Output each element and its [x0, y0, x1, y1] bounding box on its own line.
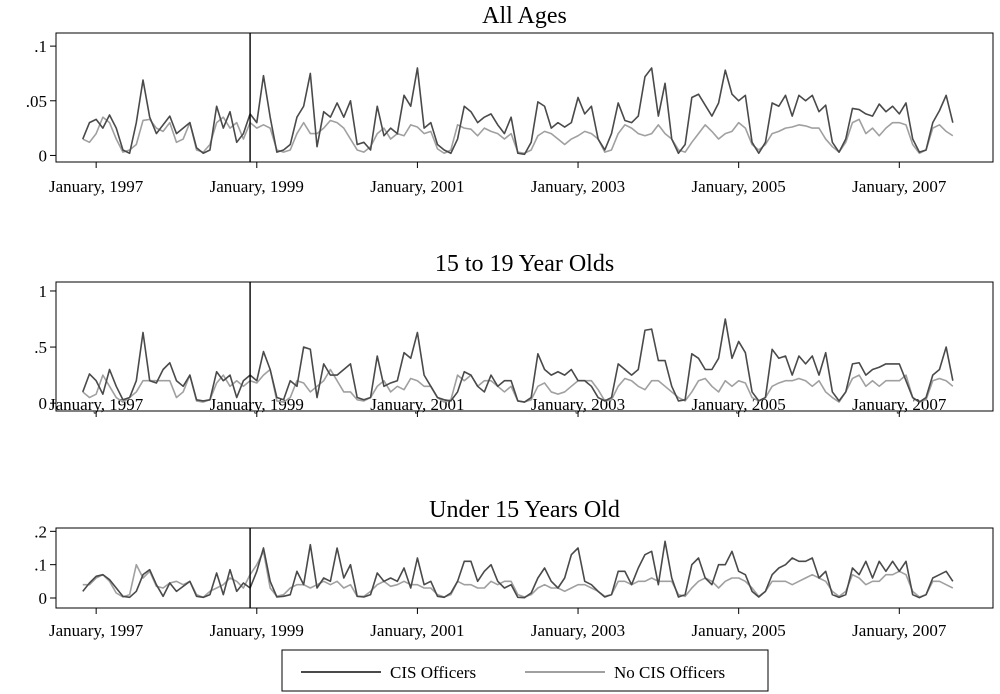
panel-title-under-15: Under 15 Years Old	[429, 497, 620, 523]
y-tick-label-all-ages: 0	[39, 146, 48, 165]
plot-frame-15-to-19	[55, 281, 994, 412]
x-tick-label-under-15: January, 2005	[692, 621, 786, 640]
y-tick-label-15-to-19: .5	[34, 338, 47, 357]
panel-title-15-to-19: 15 to 19 Year Olds	[435, 251, 614, 277]
legend-label-no-cis: No CIS Officers	[614, 663, 725, 682]
series-line-cis-15-to-19	[82, 318, 954, 403]
x-tick-label-all-ages: January, 2007	[852, 177, 947, 196]
y-tick-label-under-15: .2	[34, 522, 47, 541]
x-tick-label-under-15: January, 2001	[370, 621, 464, 640]
x-tick-label-all-ages: January, 2001	[370, 177, 464, 196]
x-tick-label-all-ages: January, 1999	[210, 177, 304, 196]
y-tick-label-all-ages: .05	[26, 92, 47, 111]
y-tick-label-all-ages: .1	[34, 37, 47, 56]
x-tick-label-under-15: January, 2007	[852, 621, 947, 640]
x-tick-label-under-15: January, 1999	[210, 621, 304, 640]
x-tick-label-15-to-19: January, 2001	[370, 395, 464, 414]
y-tick-label-15-to-19: 0	[39, 394, 48, 413]
x-tick-label-under-15: January, 2003	[531, 621, 625, 640]
panel-title-all-ages: All Ages	[482, 3, 567, 29]
y-tick-label-under-15: .1	[34, 556, 47, 575]
x-tick-label-15-to-19: January, 2007	[852, 395, 947, 414]
legend: CIS Officers No CIS Officers	[281, 649, 769, 692]
series-line-cis-all-ages	[82, 67, 954, 156]
plot-frame-all-ages	[55, 32, 994, 163]
panel-under-15: Under 15 Years Old 0 .1 .2 January, 1997 Janu…	[34, 497, 994, 640]
legend-label-cis: CIS Officers	[390, 663, 476, 682]
x-tick-label-15-to-19: January, 2005	[692, 395, 786, 414]
plot-frame-under-15	[55, 527, 994, 609]
y-tick-label-under-15: 0	[39, 589, 48, 608]
legend-box	[281, 649, 769, 692]
x-tick-label-all-ages: January, 2005	[692, 177, 786, 196]
series-line-cis-under-15	[82, 540, 954, 599]
x-tick-label-all-ages: January, 1997	[49, 177, 144, 196]
x-tick-label-under-15: January, 1997	[49, 621, 144, 640]
y-tick-label-15-to-19: 1	[39, 282, 48, 301]
x-tick-label-15-to-19: January, 1999	[210, 395, 304, 414]
x-tick-label-all-ages: January, 2003	[531, 177, 625, 196]
panel-all-ages: All Ages 0 .05 .1 January, 1997 January, 1999…	[26, 3, 994, 196]
